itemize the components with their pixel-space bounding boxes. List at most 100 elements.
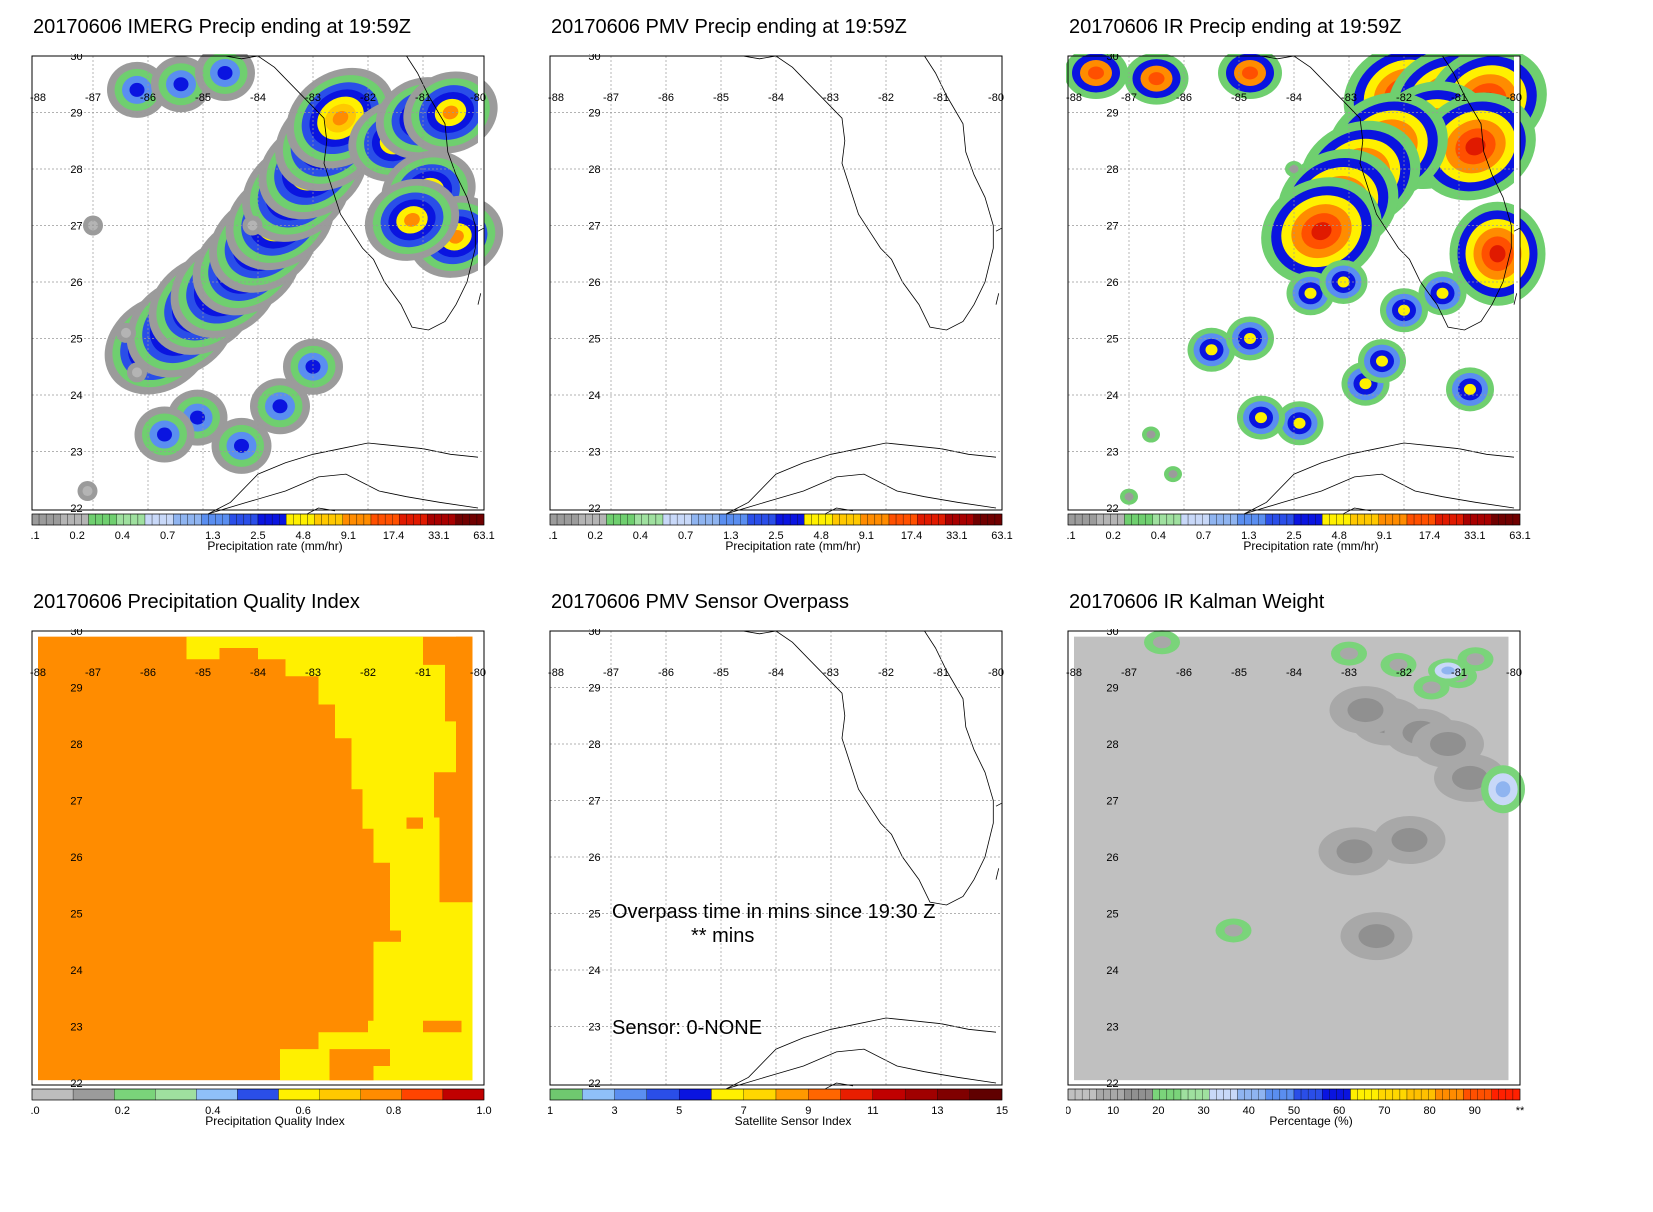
- colorbar-cell: [1152, 1088, 1160, 1101]
- plot-frame: [1067, 630, 1521, 1086]
- lat-tick-label: 26: [70, 852, 82, 864]
- colorbar-cell: [1428, 1088, 1436, 1101]
- colorbar-cell: [1223, 1088, 1231, 1101]
- colorbar-cell: [678, 1088, 712, 1101]
- colorbar-cell: [1378, 1088, 1386, 1101]
- coastlines: [721, 55, 1002, 515]
- colorbar-cell: [1251, 513, 1259, 526]
- map-plot-kalman: -88 -87 -86 -85 -84 -83 -82 -81 -80 30 29 28 27 26 25 2…: [1066, 629, 1525, 1117]
- map-edge-mask: [1514, 56, 1520, 510]
- colorbar-cell: [804, 513, 812, 526]
- precip-cell: [1146, 430, 1156, 439]
- colorbar-tick-label: 2.5: [1286, 530, 1301, 542]
- colorbar-cell: [1131, 513, 1139, 526]
- colorbar-cell: [1491, 513, 1499, 526]
- colorbar-cell: [853, 513, 861, 526]
- colorbar-cell: [335, 513, 343, 526]
- colorbar-tick-label: 0.4: [205, 1105, 220, 1117]
- colorbar-cell: [797, 513, 805, 526]
- colorbar-tick-label: 7: [741, 1105, 747, 1117]
- colorbar-cell: [952, 513, 960, 526]
- colorbar-cell: [1230, 1088, 1238, 1101]
- colorbar-tick-label: 1.0: [476, 1105, 491, 1117]
- panel-pmv: 20170606 PMV Precip ending at 19:59Z -88…: [548, 10, 1068, 600]
- lon-tick-label: -86: [1176, 92, 1192, 104]
- colorbar-cell: [1187, 1088, 1196, 1101]
- colorbar-cell: [243, 513, 252, 526]
- colorbar-cell: [917, 513, 925, 526]
- lon-tick-label: -82: [878, 667, 894, 679]
- lon-tick-label: -82: [878, 92, 894, 104]
- precip-cell: [1489, 245, 1506, 263]
- florida-coastline: [721, 630, 994, 906]
- colorbar-cell: [969, 1088, 1003, 1101]
- cuba-south-coastline: [726, 1048, 997, 1090]
- colorbar-cell: [634, 513, 642, 526]
- colorbar-cell: [1435, 513, 1443, 526]
- lat-tick-label: 24: [588, 965, 600, 977]
- lon-tick-label: -85: [195, 667, 211, 679]
- sensor-text: Sensor: 0-NONE: [612, 1017, 763, 1039]
- colorbar-cell: [349, 513, 358, 526]
- colorbar-cell: [1138, 1088, 1146, 1101]
- lon-tick-label: -87: [603, 667, 619, 679]
- colorbar-cell: [973, 513, 981, 526]
- lat-tick-label: 25: [1106, 909, 1118, 921]
- colorbar-cell: [839, 513, 847, 526]
- colorbar-cell: [1237, 1088, 1245, 1101]
- colorbar-tick-label: 5: [676, 1105, 682, 1117]
- map-plot-overpass: -88 -87 -86 -85 -84 -83 -82 -81 -80 30 29 28 27 26 25 2…: [548, 629, 1008, 1117]
- lon-tick-label: -85: [713, 92, 729, 104]
- colorbar-tick-label: 70: [1378, 1105, 1390, 1117]
- bahamas-coastline: [995, 293, 1000, 305]
- colorbar-cell: [1484, 513, 1492, 526]
- lon-tick-label: -85: [1231, 667, 1247, 679]
- colorbar-tick-label: 63.1: [1509, 530, 1530, 542]
- lon-tick-label: -88: [30, 667, 46, 679]
- colorbar-cell: [1378, 513, 1386, 526]
- colorbar-cell: [627, 513, 635, 526]
- plot-frame: [31, 630, 485, 1086]
- lat-tick-label: 29: [1106, 108, 1118, 120]
- precip-cell: [173, 77, 189, 92]
- lon-tick-label: -80: [988, 667, 1004, 679]
- colorbar-cell: [300, 513, 308, 526]
- panel-imerg: 20170606 IMERG Precip ending at 19:59Z -…: [30, 10, 550, 600]
- colorbar-cell: [1364, 513, 1372, 526]
- colorbar-cell: [363, 513, 372, 526]
- colorbar-cell: [1413, 1088, 1422, 1101]
- colorbar-cell: [1350, 1088, 1358, 1101]
- quality-region-0.8: [329, 1049, 390, 1081]
- colorbar-cell: [1145, 1088, 1153, 1101]
- precip-cell: [1088, 66, 1104, 80]
- colorbar-tick-label: 90: [1469, 1105, 1481, 1117]
- lat-tick-label: 26: [588, 277, 600, 289]
- colorbar-cell: [705, 513, 713, 526]
- quality-region-0.6: [186, 636, 473, 1081]
- colorbar-cell: [1272, 1088, 1281, 1101]
- colorbar-frame: [1067, 513, 1521, 526]
- colorbar-cell: [476, 513, 485, 526]
- lat-tick-label: 24: [70, 390, 82, 402]
- colorbar-cell: [222, 513, 230, 526]
- panel-title: 20170606 IR Precip ending at 19:59Z: [1069, 16, 1402, 38]
- lon-tick-label: -83: [305, 667, 321, 679]
- lat-tick-label: 30: [588, 54, 600, 63]
- panel-overpass: 20170606 PMV Sensor Overpass -88 -87 -86 -8…: [548, 585, 1068, 1175]
- panel-title: 20170606 PMV Sensor Overpass: [551, 591, 849, 613]
- colorbar-cell: [1512, 1088, 1521, 1101]
- colorbar-cell: [1124, 513, 1132, 526]
- colorbar-tick-label: 0.1: [548, 530, 558, 542]
- lon-tick-label: -87: [85, 92, 101, 104]
- colorbar-cell: [1413, 513, 1422, 526]
- colorbar-cell: [1364, 1088, 1372, 1101]
- colorbar-tick-label: 33.1: [946, 530, 967, 542]
- colorbar: 1 3 5 7 9 11 13 15: [548, 1088, 1008, 1117]
- colorbar-tick-label: 0.2: [588, 530, 603, 542]
- lon-tick-label: -83: [823, 92, 839, 104]
- precip-cell: [1430, 732, 1466, 756]
- colorbar-tick-label: 9.1: [341, 530, 356, 542]
- lat-tick-label: 28: [588, 164, 600, 176]
- colorbar: 0 10 20 30 40 50 60 70 80 90 **: [1066, 1088, 1525, 1117]
- lon-tick-label: -87: [85, 667, 101, 679]
